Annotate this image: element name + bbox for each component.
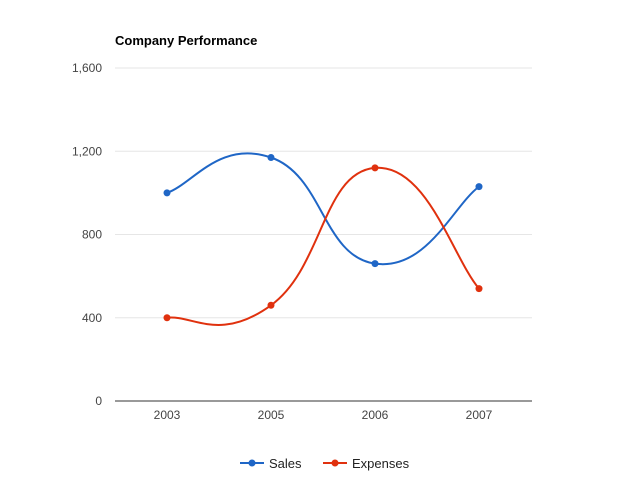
y-tick-label: 0 <box>95 394 102 408</box>
x-axis-ticks: 2003 2005 2006 2007 <box>154 408 493 422</box>
y-tick-label: 1,200 <box>72 144 102 158</box>
legend-item-expenses[interactable]: Expenses <box>323 456 410 471</box>
gridlines <box>115 67 532 402</box>
expenses-point[interactable] <box>475 285 483 293</box>
y-tick-label: 400 <box>82 311 102 325</box>
legend-label: Expenses <box>352 456 410 471</box>
legend-item-sales[interactable]: Sales <box>240 456 302 471</box>
sales-point[interactable] <box>475 183 483 191</box>
legend-swatch-dot <box>248 459 256 467</box>
x-tick-label: 2007 <box>466 408 493 422</box>
expenses-line <box>166 166 480 326</box>
chart-title: Company Performance <box>115 33 257 48</box>
sales-point[interactable] <box>371 260 379 268</box>
x-tick-label: 2003 <box>154 408 181 422</box>
expenses-point[interactable] <box>267 301 275 309</box>
sales-point[interactable] <box>267 153 275 161</box>
expenses-point[interactable] <box>371 164 379 172</box>
y-tick-label: 1,600 <box>72 61 102 75</box>
x-tick-label: 2005 <box>258 408 285 422</box>
legend[interactable]: Sales Expenses <box>240 456 410 471</box>
sales-point[interactable] <box>163 189 171 197</box>
x-tick-label: 2006 <box>362 408 389 422</box>
expenses-point[interactable] <box>163 314 171 322</box>
y-tick-label: 800 <box>82 228 102 242</box>
legend-swatch-dot <box>331 459 339 467</box>
series <box>163 152 483 326</box>
legend-label: Sales <box>269 456 302 471</box>
y-axis-ticks: 0 400 800 1,200 1,600 <box>72 61 102 408</box>
